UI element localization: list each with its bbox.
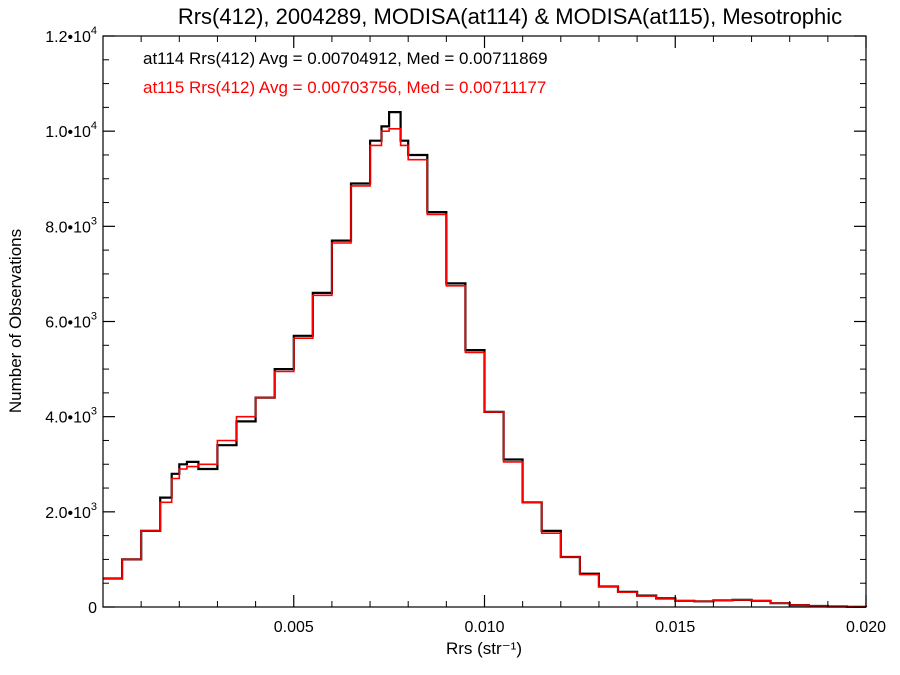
y-tick-label: 0	[88, 600, 97, 617]
plot-frame	[102, 35, 867, 608]
y-tick-label: 1.2•104	[45, 25, 97, 46]
y-tick-label: 8.0•103	[45, 215, 97, 236]
x-tick-label: 0.010	[464, 619, 504, 636]
chart-title: Rrs(412), 2004289, MODISA(at114) & MODIS…	[178, 4, 842, 29]
legend: at114 Rrs(412) Avg = 0.00704912, Med = 0…	[143, 49, 548, 97]
y-tick-label: 6.0•103	[45, 311, 97, 332]
y-tick-label: 4.0•103	[45, 406, 97, 427]
y-axis-ticks: 0 2.0•103 4.0•103 6.0•103 8.0•103 1.0•104 1.2•…	[45, 25, 866, 617]
x-tick-label: 0.005	[274, 619, 314, 636]
x-tick-label: 0.020	[846, 619, 886, 636]
x-axis-label: Rrs (str⁻¹)	[446, 639, 522, 658]
series-line-2	[103, 128, 867, 608]
legend-entry-2: at115 Rrs(412) Avg = 0.00703756, Med = 0…	[143, 78, 546, 97]
y-tick-label: 1.0•104	[45, 120, 97, 141]
x-axis-ticks: 0.005 0.010 0.015 0.020	[140, 36, 886, 636]
series-layer	[103, 111, 868, 608]
legend-entry-1: at114 Rrs(412) Avg = 0.00704912, Med = 0…	[143, 49, 548, 68]
x-tick-label: 0.015	[655, 619, 695, 636]
y-tick-label: 2.0•103	[45, 501, 97, 522]
y-axis-label: Number of Observations	[6, 229, 25, 413]
